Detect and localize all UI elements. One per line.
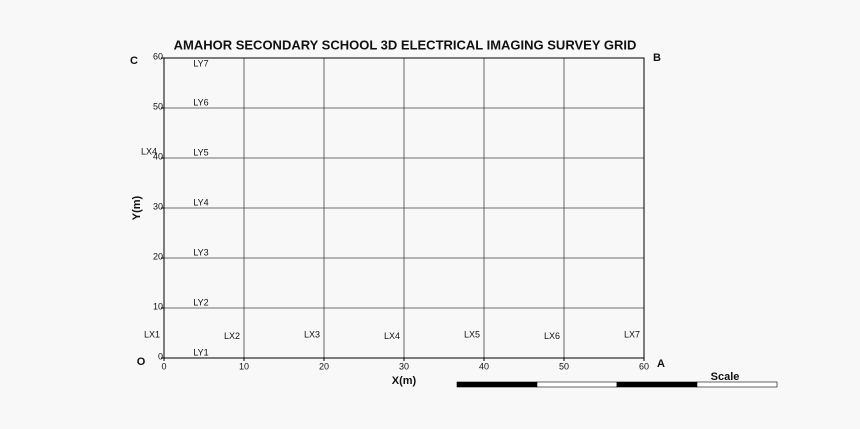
scale-bar — [456, 381, 778, 388]
corner-label: O — [137, 356, 146, 368]
scale-label: Scale — [711, 371, 740, 383]
side-label: LX4 — [141, 146, 157, 156]
y-line-label: LY2 — [193, 297, 208, 307]
y-axis-label: Y(m) — [131, 195, 143, 220]
x-tick-label: 10 — [239, 361, 249, 371]
corner-label: C — [130, 55, 138, 67]
x-line-label: LX5 — [464, 329, 480, 339]
y-line-label: LY4 — [193, 197, 208, 207]
y-tick-label: 20 — [153, 251, 163, 261]
x-tick-label: 40 — [479, 361, 489, 371]
y-tick-label: 0 — [158, 351, 163, 361]
x-line-label: LX1 — [144, 329, 160, 339]
x-tick-label: 50 — [559, 361, 569, 371]
corner-label: B — [653, 52, 661, 64]
chart-title: AMAHOR SECONDARY SCHOOL 3D ELECTRICAL IM… — [174, 37, 637, 52]
y-line-label: LY3 — [193, 247, 208, 257]
corner-label: A — [657, 358, 665, 370]
x-tick-label: 0 — [161, 361, 166, 371]
x-line-label: LX3 — [304, 329, 320, 339]
y-tick-label: 50 — [153, 101, 163, 111]
y-line-label: LY1 — [193, 347, 208, 357]
y-tick-label: 40 — [153, 151, 163, 161]
x-line-label: LX2 — [224, 331, 240, 341]
x-line-label: LX4 — [384, 331, 400, 341]
y-tick-label: 10 — [153, 301, 163, 311]
x-axis-label: X(m) — [392, 375, 417, 387]
plot-frame — [163, 57, 645, 359]
x-tick-label: 30 — [399, 361, 409, 371]
y-line-label: LY5 — [193, 147, 208, 157]
y-tick-label: 60 — [153, 51, 163, 61]
x-tick-label: 20 — [319, 361, 329, 371]
x-line-label: LX6 — [544, 331, 560, 341]
x-tick-label: 60 — [639, 361, 649, 371]
x-line-label: LX7 — [624, 329, 640, 339]
y-tick-label: 30 — [153, 201, 163, 211]
y-line-label: LY6 — [193, 97, 208, 107]
y-line-label: LY7 — [193, 58, 208, 68]
